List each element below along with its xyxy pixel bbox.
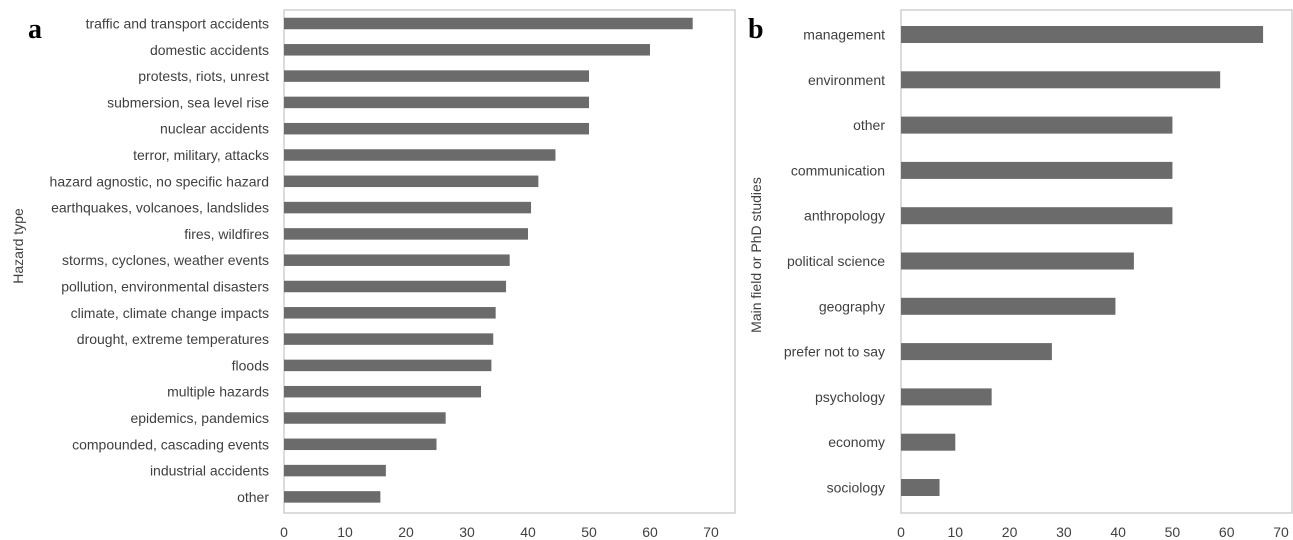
- panel-a-x-tick-label: 40: [520, 524, 536, 540]
- panel-a-category-label: traffic and transport accidents: [86, 16, 269, 32]
- panel-a-category-label: epidemics, pandemics: [130, 410, 269, 426]
- panel-b-category-label: other: [853, 117, 885, 133]
- panel-b-bar: [901, 116, 1173, 134]
- panel-a-bar: [284, 254, 510, 266]
- panel-b-bar: [901, 26, 1264, 43]
- panel-b-category-label: prefer not to say: [784, 344, 885, 360]
- panel-b-category-label: psychology: [815, 389, 885, 405]
- panel-a-bar: [284, 333, 494, 345]
- panel-a-bar: [284, 149, 556, 161]
- panel-a-category-label: submersion, sea level rise: [107, 94, 269, 110]
- panel-a-bar: [284, 201, 532, 214]
- panel-a-bar: [284, 359, 492, 372]
- panel-b-x-tick-label: 70: [1273, 524, 1289, 540]
- panel-b-y-axis-title: Main field or PhD studies: [748, 177, 764, 333]
- panel-a-category-label: domestic accidents: [150, 42, 269, 58]
- panel-a-category-label: industrial accidents: [150, 463, 269, 479]
- panel-a-x-tick-label: 30: [459, 524, 475, 540]
- panel-a-category-label: drought, extreme temperatures: [77, 331, 269, 347]
- panel-a-bar: [284, 96, 589, 109]
- panel-a-bar: [284, 44, 650, 56]
- panel-b-bar: [901, 71, 1221, 89]
- panel-b-bar: [901, 343, 1052, 361]
- panel-b-bar: [901, 161, 1173, 179]
- panel-a-category-label: other: [237, 489, 269, 505]
- panel-a-x-tick-label: 50: [581, 524, 597, 540]
- panel-b-x-tick-label: 50: [1165, 524, 1181, 540]
- panel-a-bar: [284, 122, 589, 135]
- panel-a-category-label: storms, cyclones, weather events: [62, 252, 269, 268]
- panel-a-bar: [284, 385, 482, 398]
- panel-a-category-label: earthquakes, volcanoes, landslides: [51, 200, 269, 216]
- panel-a-bar: [284, 307, 496, 319]
- panel-a-bar: [284, 464, 386, 477]
- panel-a-bar: [284, 438, 437, 451]
- panel-a-x-tick-label: 20: [398, 524, 414, 540]
- panel-a-category-label: fires, wildfires: [184, 226, 269, 242]
- panel-a-x-tick-label: 60: [642, 524, 658, 540]
- panel-a-x-tick-label: 70: [703, 524, 719, 540]
- panel-a-category-label: nuclear accidents: [160, 121, 269, 137]
- panel-b-bar: [901, 252, 1134, 270]
- panel-a-category-label: compounded, cascading events: [72, 436, 269, 452]
- panel-a-bar: [284, 17, 693, 30]
- panel-b-category-label: environment: [808, 72, 885, 88]
- panel-a-x-tick-label: 10: [337, 524, 353, 540]
- panel-b-x-tick-label: 30: [1056, 524, 1072, 540]
- panel-a-bar: [284, 280, 507, 293]
- panel-b-bar: [901, 433, 956, 451]
- panel-b-bar: [901, 388, 992, 406]
- panel-a-category-label: protests, riots, unrest: [138, 68, 269, 84]
- panel-a-category-label: climate, climate change impacts: [71, 305, 269, 321]
- panel-a-category-label: terror, military, attacks: [133, 147, 269, 163]
- panel-b-letter: b: [748, 14, 764, 45]
- panel-b-category-label: sociology: [827, 480, 885, 496]
- panel-b-x-tick-label: 40: [1110, 524, 1126, 540]
- panel-b-x-tick-label: 10: [947, 524, 963, 540]
- panel-b: b Main field or PhD studies management en…: [748, 9, 1293, 540]
- panel-a-letter: a: [28, 14, 42, 45]
- panel-a-bar: [284, 70, 589, 82]
- panel-b-category-label: communication: [791, 162, 885, 178]
- panel-b-x-tick-label: 0: [897, 524, 905, 540]
- panel-a-bar: [284, 412, 446, 424]
- panel-a-bar: [284, 228, 528, 240]
- panel-b-category-label: management: [803, 27, 885, 43]
- panel-b-category-label: anthropology: [804, 208, 885, 224]
- panel-a: a Hazard type traffic and transport acci…: [10, 9, 736, 540]
- panel-b-category-label: geography: [819, 298, 885, 314]
- panel-b-bar: [901, 297, 1116, 315]
- panel-b-bar: [901, 207, 1173, 225]
- panel-a-category-label: multiple hazards: [167, 384, 269, 400]
- panel-b-category-label: economy: [828, 434, 885, 450]
- panel-a-x-tick-label: 0: [280, 524, 288, 540]
- panel-a-bar: [284, 491, 381, 503]
- panel-a-category-label: floods: [232, 357, 269, 373]
- panel-a-bar: [284, 175, 539, 188]
- panel-b-x-tick-label: 20: [1002, 524, 1018, 540]
- panel-b-category-label: political science: [787, 253, 885, 269]
- panel-b-x-tick-label: 60: [1219, 524, 1235, 540]
- panel-b-bar: [901, 479, 940, 496]
- panel-a-y-axis-title: Hazard type: [10, 208, 26, 284]
- panel-a-category-label: pollution, environmental disasters: [61, 279, 269, 295]
- panel-a-category-label: hazard agnostic, no specific hazard: [50, 173, 269, 189]
